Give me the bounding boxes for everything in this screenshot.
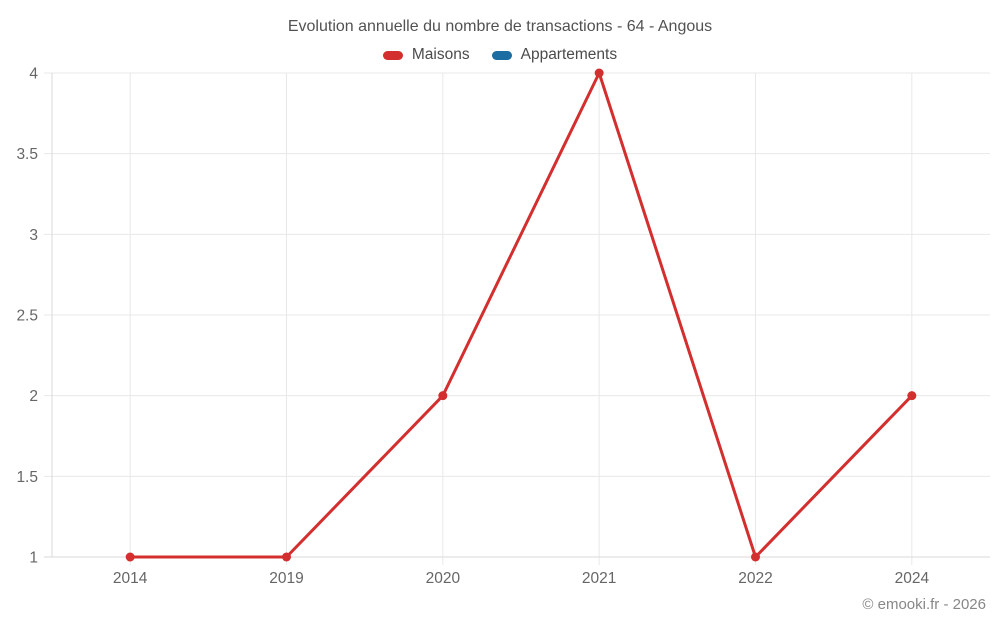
gridlines bbox=[44, 72, 990, 565]
svg-text:3.5: 3.5 bbox=[16, 146, 38, 163]
series-maisons bbox=[125, 68, 917, 562]
svg-text:2014: 2014 bbox=[113, 570, 148, 587]
data-point-marker bbox=[594, 68, 604, 78]
legend-item-maisons[interactable]: Maisons bbox=[382, 46, 470, 64]
legend-item-appartements[interactable]: Appartements bbox=[491, 46, 618, 64]
svg-text:4: 4 bbox=[29, 66, 38, 83]
data-point-marker bbox=[907, 391, 917, 401]
data-point-marker bbox=[282, 552, 291, 562]
chart-title: Evolution annuelle du nombre de transact… bbox=[287, 18, 713, 35]
data-point-marker bbox=[438, 391, 448, 401]
svg-text:2021: 2021 bbox=[582, 570, 616, 587]
footer-credit: © emooki.fr - 2026 bbox=[862, 596, 986, 613]
svg-text:2019: 2019 bbox=[269, 570, 303, 587]
svg-text:1.5: 1.5 bbox=[16, 469, 38, 486]
svg-text:2024: 2024 bbox=[895, 570, 930, 587]
svg-text:2020: 2020 bbox=[426, 570, 461, 587]
svg-text:2.5: 2.5 bbox=[16, 308, 38, 325]
svg-text:3: 3 bbox=[29, 227, 38, 244]
chart-legend: Maisons Appartements bbox=[0, 46, 1000, 64]
legend-label-appartements: Appartements bbox=[520, 46, 618, 63]
data-point-marker bbox=[125, 552, 135, 562]
svg-text:2022: 2022 bbox=[738, 570, 772, 587]
legend-label-maisons: Maisons bbox=[411, 46, 470, 63]
svg-text:2: 2 bbox=[29, 388, 38, 405]
maisons-series-swatch-icon bbox=[382, 50, 403, 60]
appartements-series-swatch-icon bbox=[491, 50, 512, 60]
y-axis-labels: 1 1.5 2 2.5 3 3.5 4 bbox=[16, 66, 38, 567]
x-axis-labels: 2014 2019 2020 2021 2022 2024 bbox=[113, 570, 930, 587]
data-point-marker bbox=[751, 552, 760, 562]
svg-text:1: 1 bbox=[29, 550, 38, 567]
